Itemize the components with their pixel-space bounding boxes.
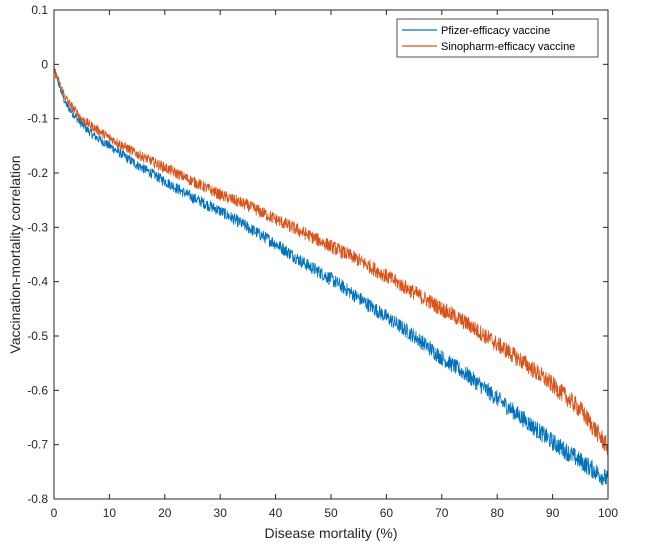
y-tick-label: -0.4 <box>27 275 48 289</box>
series-line-pfizer <box>54 68 608 486</box>
x-tick-label: 80 <box>491 506 505 520</box>
x-tick-label: 30 <box>214 506 228 520</box>
y-axis-label: Vaccination-mortality correlation <box>7 155 23 353</box>
y-tick-label: -0.8 <box>27 492 48 506</box>
legend-entry-label: Sinopharm-efficacy vaccine <box>441 41 575 53</box>
x-axis-label: Disease mortality (%) <box>264 525 397 541</box>
x-tick-label: 50 <box>324 506 338 520</box>
y-tick-label: 0.1 <box>31 3 48 17</box>
legend: Pfizer-efficacy vaccine Sinopharm-efficac… <box>396 18 599 58</box>
y-tick-label: 0 <box>41 57 48 71</box>
series-line-sinopharm <box>54 68 608 456</box>
y-tick-label: -0.2 <box>27 166 48 180</box>
x-tick-label: 90 <box>546 506 560 520</box>
y-axis-ticks: 0.1 0 -0.1 -0.2 -0.3 -0.4 -0.5 -0.6 -0.7 -0.8 <box>27 3 608 506</box>
y-tick-label: -0.7 <box>27 438 48 452</box>
plot-area: 0 10 20 30 40 50 60 70 80 90 100 0.1 0 -0.1 -0.2 -0.3 -… <box>27 3 618 520</box>
x-tick-label: 20 <box>158 506 172 520</box>
x-tick-label: 60 <box>380 506 394 520</box>
legend-box <box>396 18 599 58</box>
x-axis-ticks: 0 10 20 30 40 50 60 70 80 90 100 <box>51 10 618 520</box>
series-layer <box>54 68 608 486</box>
y-tick-label: -0.1 <box>27 112 48 126</box>
y-tick-label: -0.6 <box>27 383 48 397</box>
legend-entry-label: Pfizer-efficacy vaccine <box>441 25 550 37</box>
x-tick-label: 0 <box>51 506 58 520</box>
y-tick-label: -0.3 <box>27 220 48 234</box>
x-tick-label: 10 <box>103 506 117 520</box>
x-tick-label: 70 <box>435 506 449 520</box>
y-tick-label: -0.5 <box>27 329 48 343</box>
x-tick-label: 100 <box>598 506 618 520</box>
x-tick-label: 40 <box>269 506 283 520</box>
